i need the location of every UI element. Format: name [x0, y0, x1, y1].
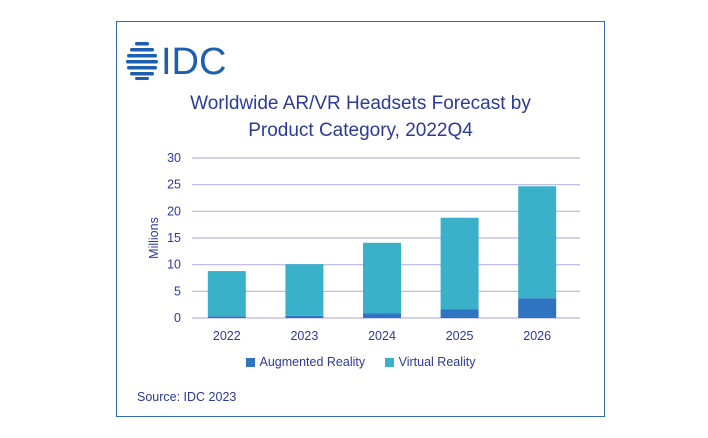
legend-label-ar: Augmented Reality — [259, 355, 366, 369]
logo-text: IDC — [161, 41, 226, 80]
legend: Augmented Reality Virtual Reality — [116, 355, 605, 370]
bar-vr-2024 — [363, 242, 401, 314]
bar-ar-2022 — [207, 316, 246, 318]
bar-vr-2026 — [518, 186, 557, 299]
chart-title: Worldwide AR/VR Headsets Forecast by Pro… — [116, 90, 605, 144]
idc-logo: IDC — [126, 41, 226, 80]
y-tick-label: 15 — [167, 231, 181, 245]
x-tick-label: 2026 — [523, 329, 551, 343]
y-tick-label: 20 — [167, 204, 181, 218]
x-tick-label: 2025 — [446, 329, 474, 343]
idc-globe-logo-icon — [126, 42, 158, 80]
bar-ar-2025 — [440, 309, 479, 318]
legend-swatch-ar — [245, 357, 255, 367]
bar-ar-2026 — [518, 298, 557, 318]
y-tick-label: 0 — [174, 311, 181, 325]
x-tick-label: 2023 — [290, 329, 318, 343]
x-tick-label: 2022 — [213, 329, 241, 343]
bar-vr-2023 — [285, 264, 324, 316]
y-tick-label: 25 — [167, 178, 181, 192]
bar-vr-2022 — [207, 271, 246, 317]
y-axis-label: Millions — [147, 217, 161, 259]
chart-title-line-2: Product Category, 2022Q4 — [248, 120, 473, 141]
chart-title-line-1: Worldwide AR/VR Headsets Forecast by — [190, 93, 531, 114]
legend-item-ar: Augmented Reality — [245, 355, 366, 369]
bar-vr-2025 — [440, 217, 479, 310]
bar-ar-2024 — [363, 313, 401, 318]
y-tick-label: 30 — [167, 151, 181, 165]
x-tick-label: 2024 — [368, 329, 396, 343]
bar-ar-2023 — [285, 315, 324, 318]
source-note: Source: IDC 2023 — [137, 390, 237, 404]
legend-swatch-vr — [384, 357, 394, 367]
y-tick-label: 10 — [167, 258, 181, 272]
y-tick-label: 5 — [174, 284, 181, 298]
legend-label-vr: Virtual Reality — [398, 355, 476, 369]
legend-item-vr: Virtual Reality — [384, 355, 476, 369]
